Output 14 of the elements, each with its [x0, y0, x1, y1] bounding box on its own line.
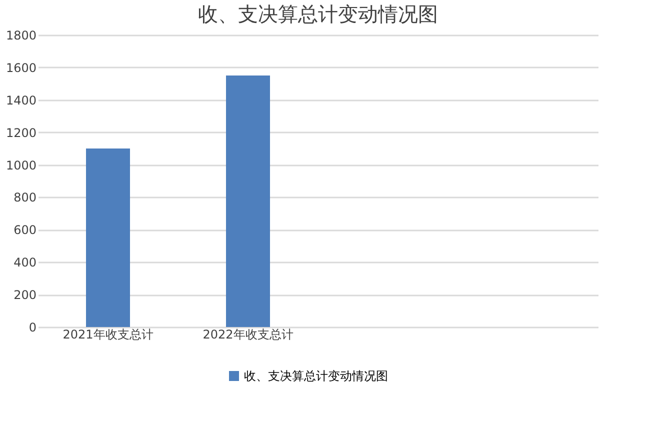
- y-tick-label: 600: [14, 223, 36, 238]
- y-tick-label: 0: [28, 320, 36, 334]
- y-tick-label: 200: [14, 288, 36, 302]
- y-tick-label: 1400: [6, 93, 36, 108]
- x-tick-label: 2022年收支总计: [202, 328, 294, 342]
- y-tick-label: 1200: [6, 126, 36, 140]
- y-tick-label: 1600: [6, 60, 36, 75]
- y-tick-label: 800: [14, 190, 36, 205]
- x-tick-label: 2021年收支总计: [62, 328, 154, 342]
- legend-label: 收、支决算总计变动情况图: [244, 369, 388, 383]
- y-tick-label: 400: [14, 256, 36, 270]
- y-tick-label: 1000: [6, 158, 36, 172]
- chart-title: 收、支决算总计变动情况图: [198, 2, 438, 26]
- y-tick-label: 1800: [6, 28, 36, 42]
